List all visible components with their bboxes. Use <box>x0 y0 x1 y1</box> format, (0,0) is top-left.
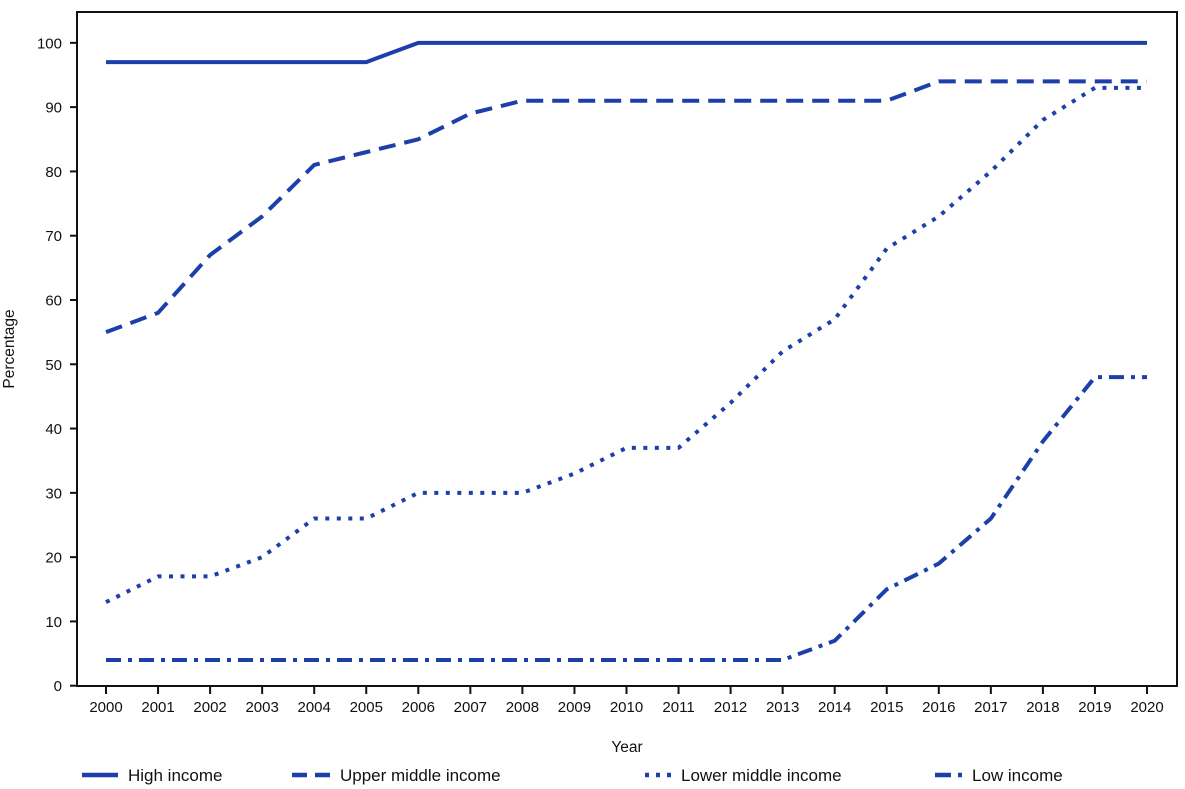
y-axis-title: Percentage <box>1 309 18 388</box>
x-tick-label: 2001 <box>141 699 174 716</box>
x-tick-label: 2011 <box>662 699 694 716</box>
x-tick-label: 2009 <box>558 699 591 716</box>
x-tick-label: 2007 <box>454 699 487 716</box>
y-axis-ticks: 0 10 20 30 40 50 60 70 80 90 100 <box>37 35 77 695</box>
x-tick-label: 2000 <box>89 699 122 716</box>
x-tick-label: 2017 <box>974 699 1007 716</box>
legend-label-lower-middle-income: Lower middle income <box>681 766 842 785</box>
x-tick-label: 2004 <box>298 699 331 716</box>
y-tick-label: 100 <box>37 35 62 52</box>
x-tick-label: 2013 <box>766 699 799 716</box>
series-line-upper-middle-income <box>105 79 1147 335</box>
y-tick-label: 20 <box>45 550 62 567</box>
x-axis-ticks: 2000 2001 2002 2003 2004 2005 2006 2007 2008 2009… <box>89 686 1164 716</box>
data-series-lines <box>105 40 1147 662</box>
series-line-low-income <box>106 375 1147 662</box>
x-axis-title: Year <box>611 739 642 756</box>
x-tick-label: 2005 <box>350 699 383 716</box>
x-tick-label: 2015 <box>870 699 903 716</box>
y-tick-label: 80 <box>45 164 62 181</box>
x-tick-label: 2012 <box>714 699 747 716</box>
legend-item-upper-middle-income: Upper middle income <box>292 766 501 785</box>
y-tick-label: 10 <box>45 614 62 631</box>
y-tick-label: 70 <box>45 228 62 245</box>
legend-item-low-income: Low income <box>935 766 1063 785</box>
series-line-high-income <box>106 40 1147 65</box>
legend-label-low-income: Low income <box>972 766 1063 785</box>
x-tick-label: 2010 <box>610 699 643 716</box>
x-tick-label: 2019 <box>1078 699 1111 716</box>
y-tick-label: 40 <box>45 421 62 438</box>
y-tick-label: 90 <box>45 100 62 117</box>
x-tick-label: 2018 <box>1026 699 1059 716</box>
plot-frame <box>76 11 1178 687</box>
y-tick-label: 0 <box>54 678 62 695</box>
x-tick-label: 2003 <box>245 699 278 716</box>
legend-label-high-income: High income <box>128 766 223 785</box>
y-tick-label: 50 <box>45 357 62 374</box>
x-tick-label: 2016 <box>922 699 955 716</box>
y-tick-label: 30 <box>45 485 62 502</box>
legend-item-lower-middle-income: Lower middle income <box>645 766 842 785</box>
legend-item-high-income: High income <box>82 766 223 785</box>
legend-label-upper-middle-income: Upper middle income <box>340 766 501 785</box>
series-line-lower-middle-income <box>105 85 1147 604</box>
x-tick-label: 2008 <box>506 699 539 716</box>
legend: High income Upper middle income Lower midd… <box>82 766 1063 785</box>
x-tick-label: 2020 <box>1130 699 1163 716</box>
x-tick-label: 2002 <box>193 699 226 716</box>
y-tick-label: 60 <box>45 292 62 309</box>
x-tick-label: 2006 <box>402 699 435 716</box>
x-tick-label: 2014 <box>818 699 851 716</box>
